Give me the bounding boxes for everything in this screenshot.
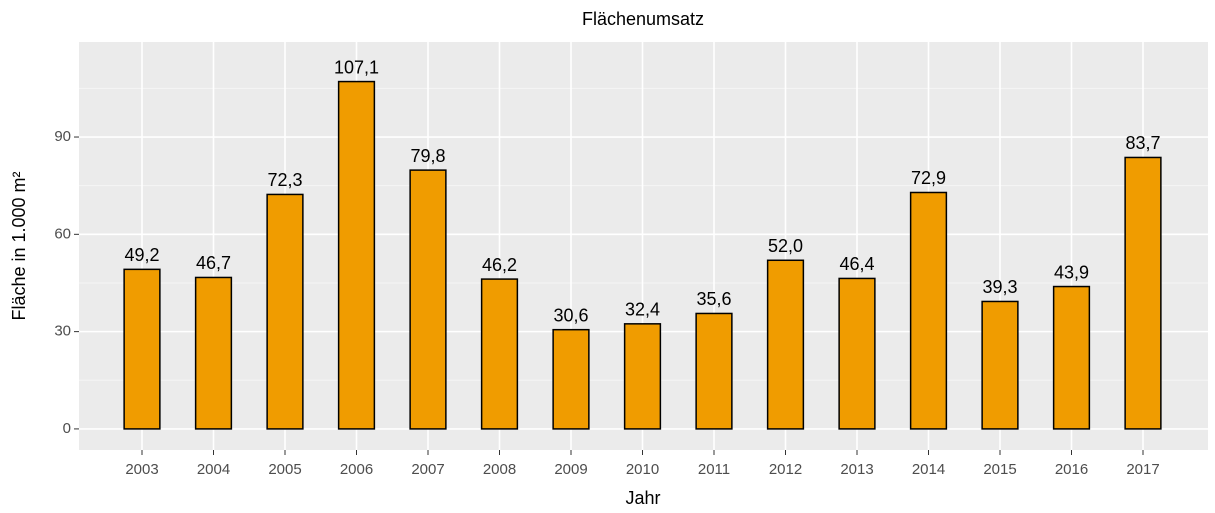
value-label: 49,2 xyxy=(124,245,159,265)
bar xyxy=(409,169,447,430)
value-label: 46,4 xyxy=(839,254,874,274)
x-tick-label: 2011 xyxy=(698,461,730,478)
y-tick-label: 60 xyxy=(54,225,71,242)
x-tick-label: 2015 xyxy=(983,461,1016,478)
x-tick-label: 2004 xyxy=(197,461,230,478)
y-tick-label: 0 xyxy=(63,420,71,437)
value-label: 35,6 xyxy=(696,289,731,309)
x-tick-label: 2003 xyxy=(125,461,158,478)
x-tick-label: 2014 xyxy=(912,461,945,478)
value-label: 43,9 xyxy=(1054,262,1089,282)
value-label: 72,9 xyxy=(911,168,946,188)
x-tick-label: 2013 xyxy=(840,461,873,478)
bar xyxy=(981,300,1019,430)
value-label: 52,0 xyxy=(768,236,803,256)
x-tick-label: 2007 xyxy=(411,461,444,478)
x-tick-label: 2012 xyxy=(769,461,802,478)
x-tick-label: 2017 xyxy=(1126,461,1159,478)
bar xyxy=(194,276,233,430)
bar xyxy=(337,80,376,430)
chart-title: Flächenumsatz xyxy=(582,9,704,29)
bar xyxy=(838,277,876,430)
value-label: 32,4 xyxy=(625,300,660,320)
x-tick-label: 2016 xyxy=(1055,461,1088,478)
value-label: 83,7 xyxy=(1125,133,1160,153)
y-tick-label: 90 xyxy=(54,128,71,145)
y-axis-label: Fläche in 1.000 m² xyxy=(9,171,29,320)
bar xyxy=(766,259,805,430)
value-label: 39,3 xyxy=(982,277,1017,297)
bar xyxy=(1124,156,1162,430)
bar xyxy=(552,328,590,430)
bar xyxy=(623,323,662,430)
value-label: 107,1 xyxy=(334,57,379,77)
value-label: 46,2 xyxy=(482,255,517,275)
value-label: 46,7 xyxy=(196,253,231,273)
bar xyxy=(123,268,161,430)
x-tick-label: 2010 xyxy=(626,461,659,478)
x-tick-label: 2006 xyxy=(340,461,373,478)
x-axis-label: Jahr xyxy=(625,488,660,508)
bar xyxy=(266,193,304,430)
x-tick-label: 2005 xyxy=(268,461,301,478)
bar xyxy=(909,191,948,430)
value-label: 30,6 xyxy=(553,305,588,325)
y-tick-label: 30 xyxy=(54,323,71,340)
x-tick-label: 2008 xyxy=(483,461,516,478)
x-tick-label: 2009 xyxy=(554,461,587,478)
bar xyxy=(695,312,733,430)
value-label: 72,3 xyxy=(267,170,302,190)
bar xyxy=(480,278,519,430)
value-label: 79,8 xyxy=(410,146,445,166)
bar xyxy=(1052,285,1091,430)
